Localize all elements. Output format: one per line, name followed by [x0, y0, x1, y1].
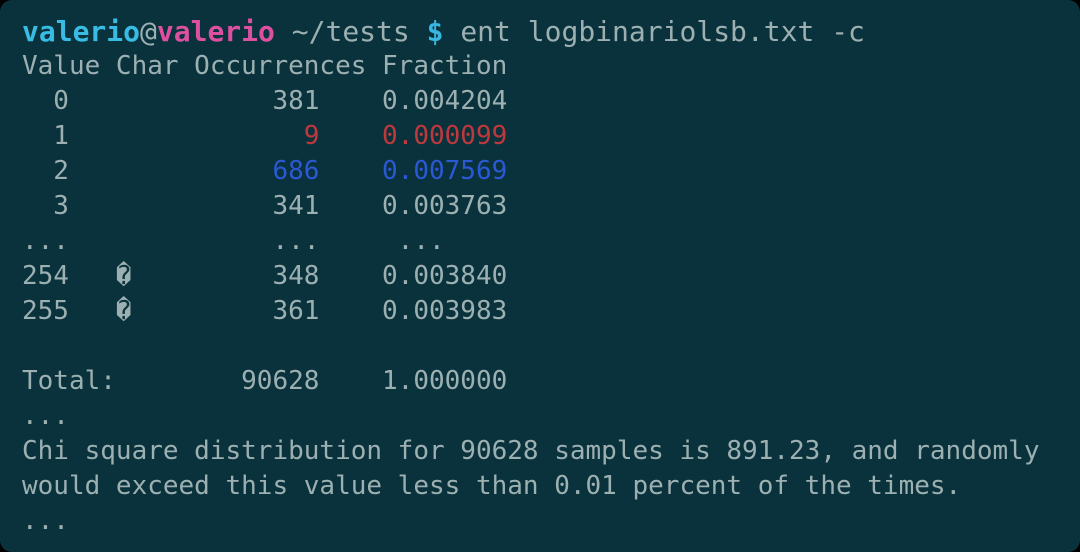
row-254-occurrences-fraction: 348 0.003840 [272, 261, 508, 291]
row-1-occurrences-fraction: 9 0.000099 [272, 121, 508, 151]
row-3-occurrences-fraction: 341 0.003763 [272, 191, 508, 221]
ellipsis-after-total: ... [22, 401, 69, 431]
command-text: ent logbinariolsb.txt -c [443, 15, 865, 48]
table-row-value-3: 3 341 0.003763 [22, 189, 1080, 224]
row-0-value-char: 0 [22, 86, 273, 116]
row-ellipsis-value-char: ... [22, 226, 273, 256]
table-header: Value Char Occurrences Fraction [22, 51, 508, 81]
prompt-symbol: $ [426, 15, 444, 48]
chi-square-line-2: would exceed this value less than 0.01 p… [22, 471, 962, 501]
table-row-value-1: 1 9 0.000099 [22, 119, 1080, 154]
ellipsis-end: ... [22, 506, 69, 536]
row-2-value-char: 2 [22, 156, 273, 186]
blank-line [22, 329, 1080, 364]
prompt-username: valerio [22, 15, 141, 48]
prompt-cwd: ~/tests [274, 15, 427, 48]
table-row-value-255: 255 � 361 0.003983 [22, 294, 1080, 329]
row-254-value-char: 254 � [22, 261, 273, 291]
prompt-at-separator: @ [140, 15, 157, 48]
row-1-value-char: 1 [22, 121, 273, 151]
table-row-value-2: 2 686 0.007569 [22, 154, 1080, 189]
chi-square-line-1: Chi square distribution for 90628 sample… [22, 436, 1040, 466]
prompt-line: valerio@valerio ~/tests $ ent logbinario… [22, 14, 1080, 49]
prompt-hostname: valerio [156, 15, 275, 48]
row-255-value-char: 255 � [22, 296, 273, 326]
row-255-occurrences-fraction: 361 0.003983 [272, 296, 508, 326]
row-3-value-char: 3 [22, 191, 273, 221]
table-row-value-254: 254 � 348 0.003840 [22, 259, 1080, 294]
total-line: Total: 90628 1.000000 [22, 366, 508, 396]
table-row-value-0: 0 381 0.004204 [22, 84, 1080, 119]
row-0-occurrences-fraction: 381 0.004204 [272, 86, 508, 116]
row-2-occurrences-fraction: 686 0.007569 [272, 156, 508, 186]
row-ellipsis-occurrences-fraction: ... ... [272, 226, 445, 256]
table-row-ellipsis: ... ... ... [22, 224, 1080, 259]
